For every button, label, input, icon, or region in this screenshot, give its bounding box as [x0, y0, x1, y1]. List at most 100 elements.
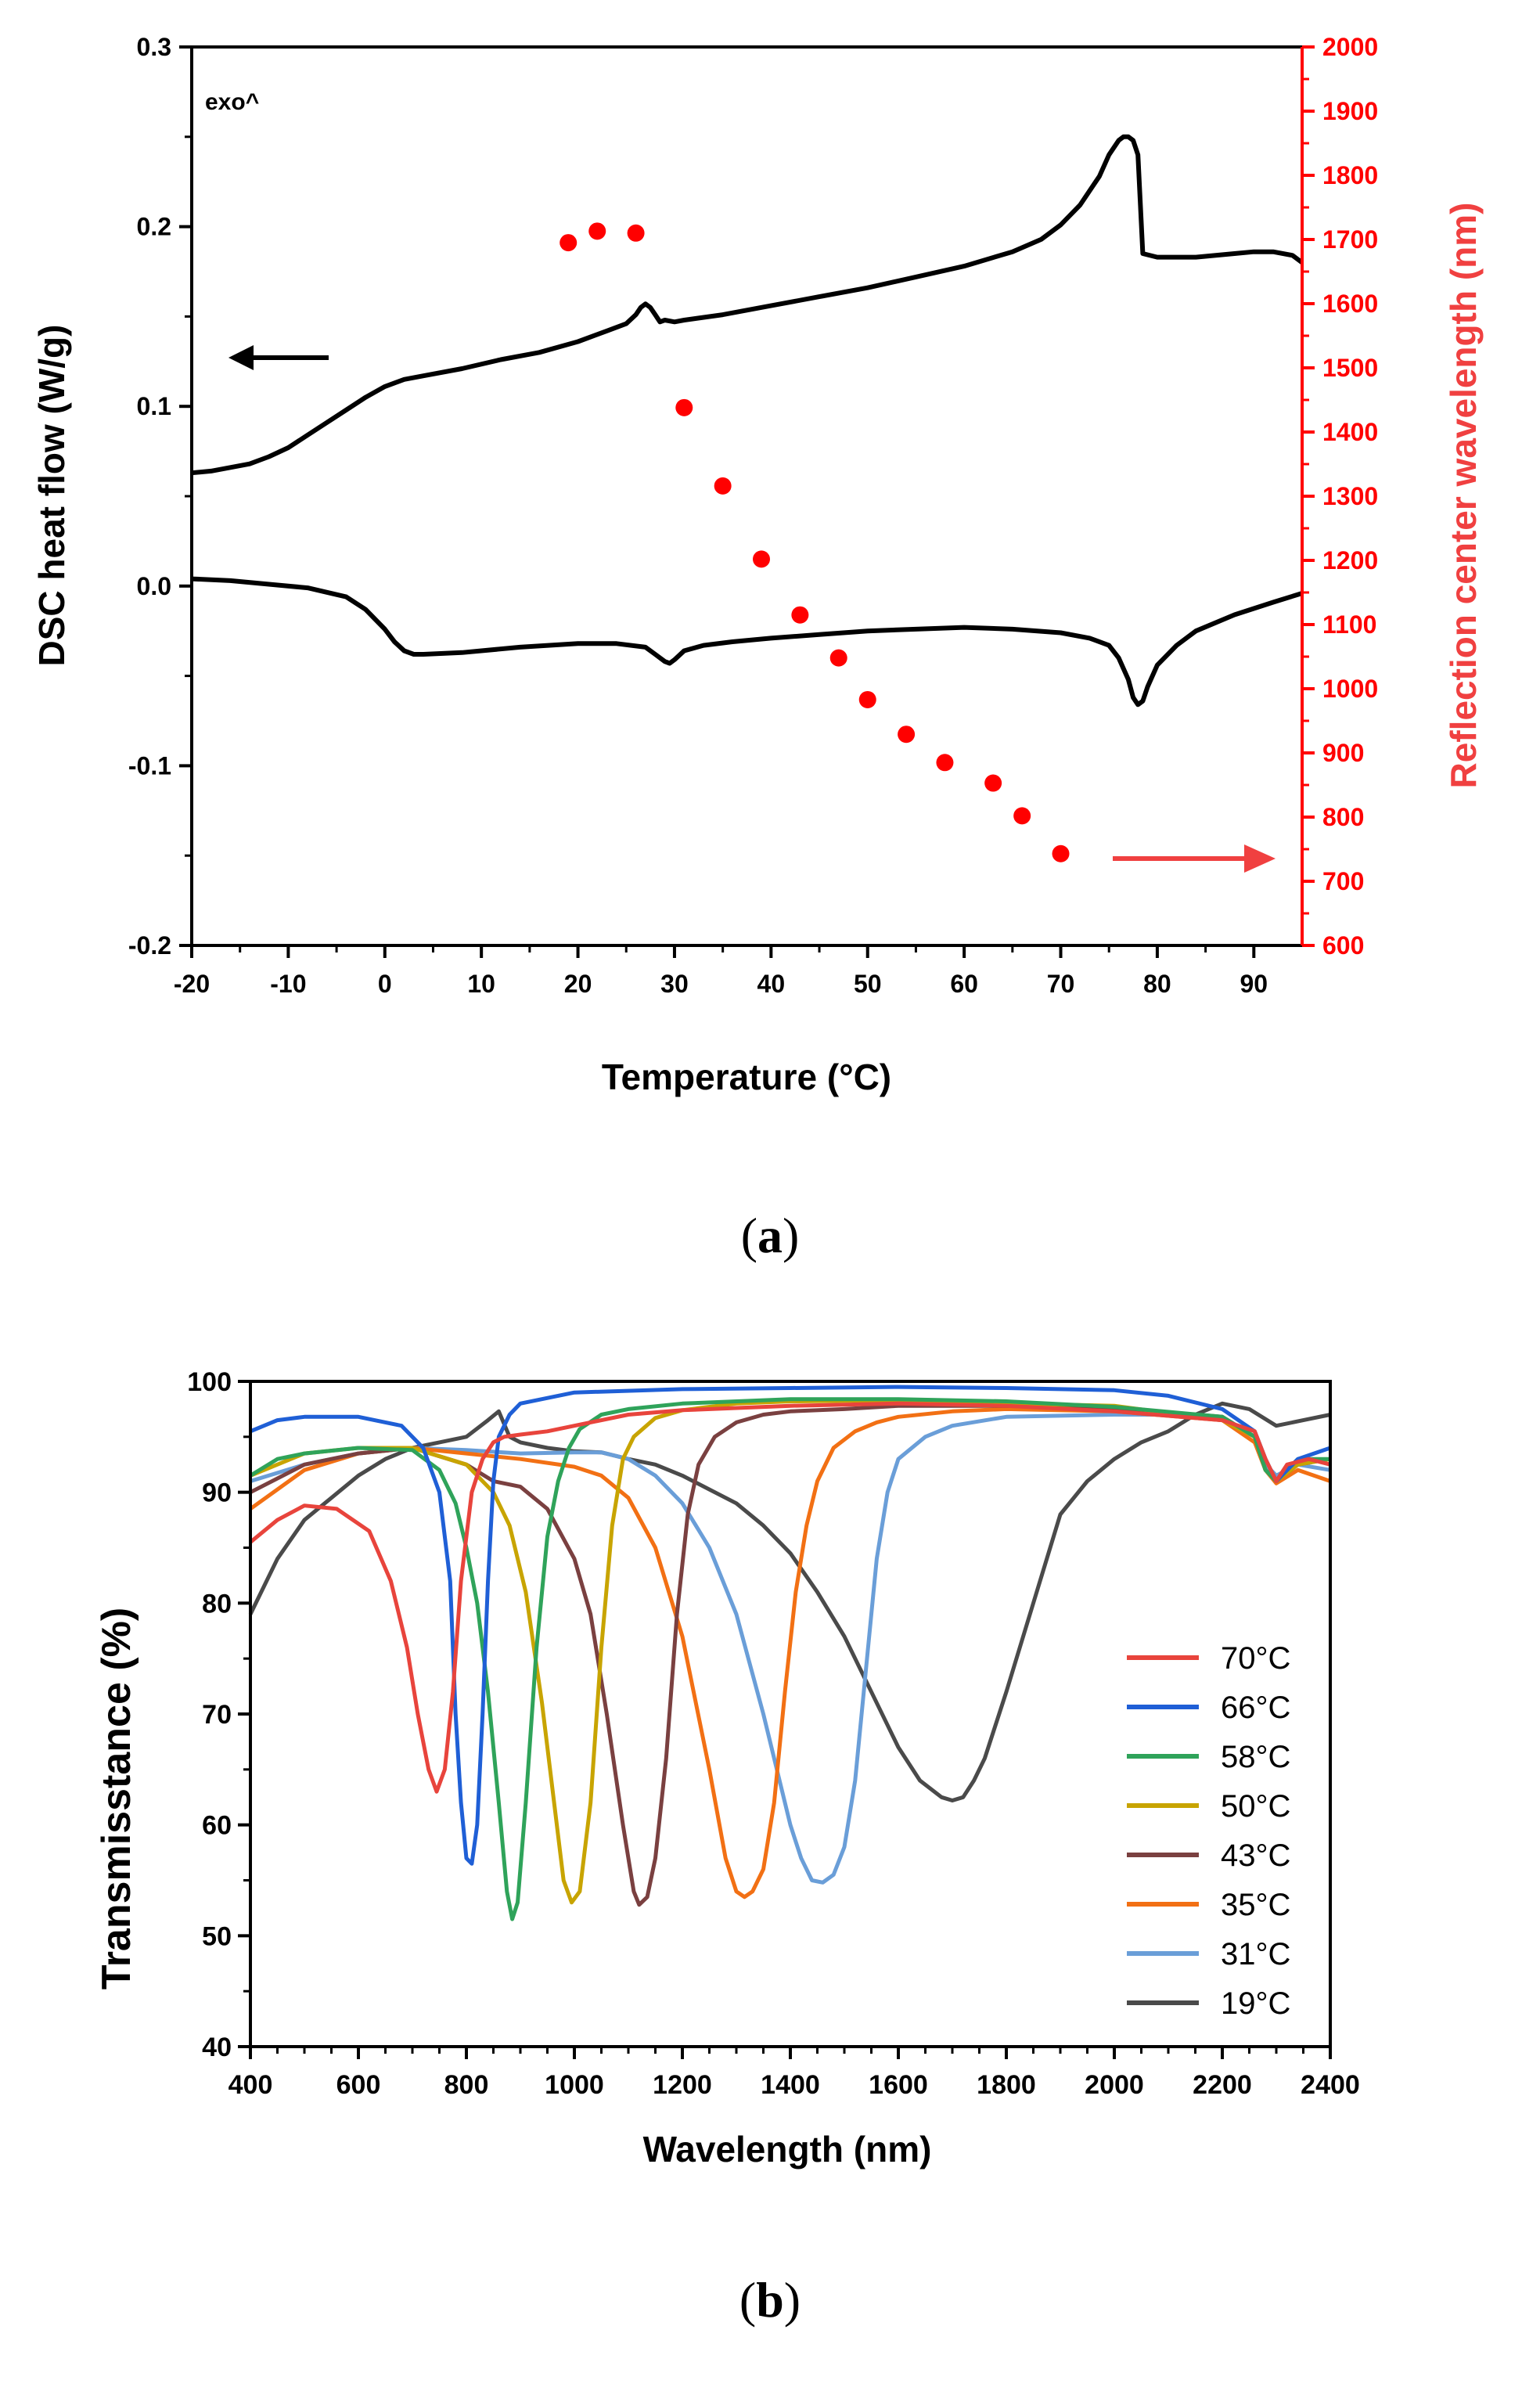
- wavelength-point: [675, 398, 693, 416]
- wavelength-point: [627, 224, 645, 242]
- y-axis-label-a: DSC heat flow (W/g): [31, 325, 72, 667]
- x-tick-label: 10: [467, 970, 495, 998]
- x-tick-label: 60: [950, 970, 978, 998]
- y2-axis-label-a: Reflection center wavelength (nm): [1443, 203, 1484, 789]
- wavelength-point: [1052, 844, 1070, 862]
- x-tick-label: 600: [336, 2070, 381, 2100]
- x-axis-label-b: Wavelength (nm): [643, 2129, 932, 2170]
- legend-label: 50°C: [1221, 1789, 1290, 1824]
- legend-label: 31°C: [1221, 1937, 1290, 1971]
- x-tick-label: 400: [228, 2070, 273, 2100]
- x-tick-label: 1600: [869, 2070, 928, 2100]
- y2-tick-label: 1900: [1322, 97, 1378, 125]
- legend-item: 43°C: [1127, 1838, 1290, 1873]
- y2-tick-label: 800: [1322, 803, 1364, 831]
- y2-tick-label: 2000: [1322, 33, 1378, 61]
- y-tick-label: -0.2: [128, 931, 171, 960]
- y-tick-label: 40: [202, 2033, 232, 2062]
- y2-tick-label: 1600: [1322, 290, 1378, 318]
- plot-frame-a: [190, 45, 1304, 947]
- x-tick-label: 20: [564, 970, 592, 998]
- y2-tick-label: 1200: [1322, 546, 1378, 574]
- y-tick-label: -0.1: [128, 751, 171, 780]
- wavelength-point: [714, 477, 732, 495]
- panel-label-a: (a): [741, 1208, 800, 1263]
- x-tick-label: 0: [378, 970, 392, 998]
- x-tick-label: 80: [1143, 970, 1171, 998]
- y-tick-label: 100: [187, 1367, 232, 1397]
- legend-item: 19°C: [1127, 1986, 1290, 2021]
- x-tick-label: -20: [174, 970, 210, 998]
- x-tick-label: 800: [444, 2070, 489, 2100]
- panel-b-transmittance-chart: 400 600 800 1000 1200 1400 1600 1800 2000 2200 240…: [94, 1367, 1360, 2328]
- y-tick-label: 60: [202, 1811, 232, 1841]
- y-tick-label: 80: [202, 1589, 232, 1619]
- plot-frame-b: [249, 1380, 1332, 2048]
- x-tick-label: 1800: [977, 2070, 1036, 2100]
- spectrum-19c: [248, 1401, 1331, 1802]
- y2-tick-label: 1800: [1322, 161, 1378, 189]
- legend-b: 70°C 66°C 58°C 50°C 43°C 35°C 31°C 19°C: [1127, 1641, 1290, 2021]
- y-tick-label: 0.0: [137, 572, 171, 600]
- spectrum-66c: [250, 1385, 1331, 1866]
- wavelength-point: [984, 774, 1002, 792]
- right-axis-arrow: [1113, 844, 1276, 873]
- legend-label: 43°C: [1221, 1838, 1290, 1873]
- wavelength-point: [1013, 807, 1031, 825]
- wavelength-point: [753, 550, 771, 568]
- left-axis-arrow: [228, 345, 329, 370]
- y2-tick-label: 1400: [1322, 418, 1378, 446]
- legend-item: 50°C: [1127, 1789, 1290, 1824]
- y-axis-label-b: Transmisstance (%): [94, 1608, 139, 1989]
- y2-tick-label: 1300: [1322, 482, 1378, 510]
- wavelength-point: [936, 754, 954, 772]
- y-tick-label: 50: [202, 1921, 232, 1951]
- legend-item: 58°C: [1127, 1740, 1290, 1774]
- x-tick-label: 50: [854, 970, 882, 998]
- x-tick-label: 70: [1047, 970, 1075, 998]
- legend-label: 66°C: [1221, 1691, 1290, 1725]
- y-tick-label: 0.3: [137, 33, 171, 61]
- wavelength-point: [829, 649, 847, 667]
- wavelength-point: [898, 726, 916, 744]
- dsc-heating-curve: [191, 134, 1304, 476]
- legend-label: 19°C: [1221, 1986, 1290, 2021]
- legend-item: 70°C: [1127, 1641, 1290, 1676]
- panel-a-dsc-chart: -20 -10 0 10 20 30 40 50 60 70 80 90 -0.2 -0.1 0.0 0.1…: [31, 33, 1484, 1263]
- x-tick-label: 2400: [1301, 2070, 1360, 2100]
- legend-label: 58°C: [1221, 1740, 1290, 1774]
- y2-tick-label: 600: [1322, 931, 1364, 960]
- exo-annotation: exo^: [205, 89, 259, 115]
- y2-tick-label: 1700: [1322, 225, 1378, 254]
- x-tick-label: 90: [1240, 970, 1268, 998]
- x-tick-label: -10: [270, 970, 306, 998]
- y-tick-label: 0.2: [137, 213, 171, 241]
- legend-item: 66°C: [1127, 1691, 1290, 1725]
- x-tick-label: 1200: [653, 2070, 712, 2100]
- wavelength-point: [588, 222, 606, 240]
- y-tick-label: 90: [202, 1478, 232, 1508]
- x-tick-label: 1400: [761, 2070, 820, 2100]
- x-tick-label: 2000: [1085, 2070, 1144, 2100]
- legend-item: 31°C: [1127, 1937, 1290, 1971]
- x-tick-label: 1000: [545, 2070, 604, 2100]
- x-axis-label-a: Temperature (°C): [602, 1057, 891, 1097]
- y2-tick-label: 700: [1322, 867, 1364, 895]
- panel-label-b: (b): [739, 2272, 801, 2328]
- wavelength-point: [791, 606, 809, 624]
- y-tick-label: 0.1: [137, 392, 171, 420]
- x-tick-label: 40: [757, 970, 786, 998]
- wavelength-point: [858, 690, 876, 708]
- legend-label: 70°C: [1221, 1641, 1290, 1676]
- legend-label: 35°C: [1221, 1888, 1290, 1922]
- spectrum-70c: [249, 1401, 1331, 1794]
- legend-item: 35°C: [1127, 1888, 1290, 1922]
- wavelength-point: [560, 234, 578, 252]
- y2-tick-label: 1500: [1322, 354, 1378, 382]
- y-tick-label: 70: [202, 1700, 232, 1730]
- x-tick-label: 2200: [1193, 2070, 1252, 2100]
- x-tick-label: 30: [660, 970, 689, 998]
- y2-tick-label: 1100: [1322, 610, 1376, 639]
- spectrum-58c: [249, 1397, 1330, 1921]
